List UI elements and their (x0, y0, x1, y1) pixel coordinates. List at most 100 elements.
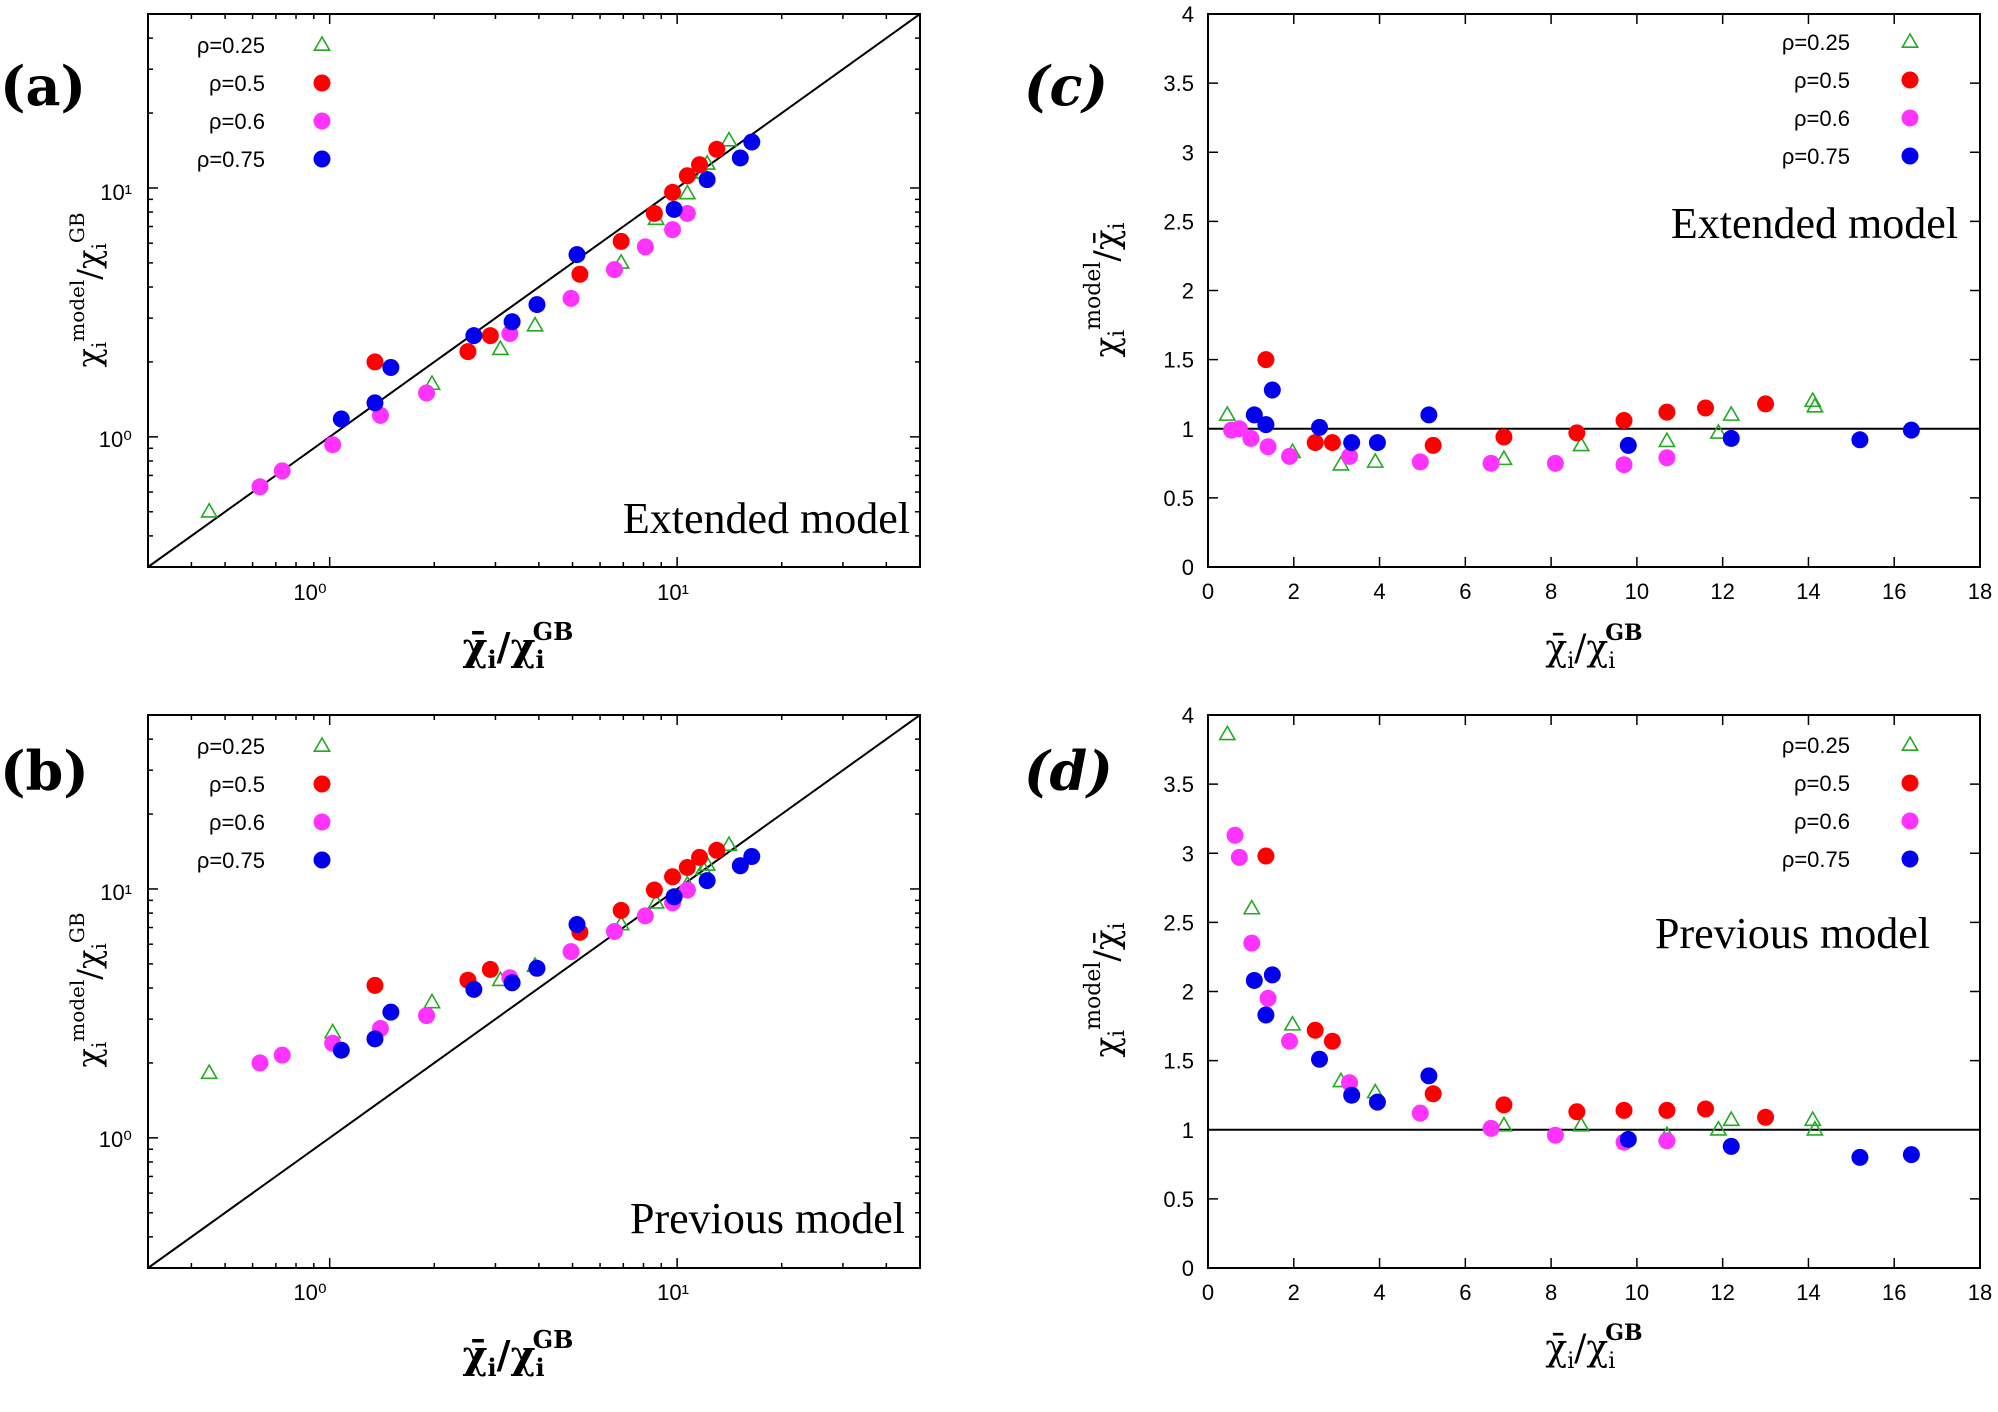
data-point-b-s1-2 (481, 960, 499, 978)
legend-marker-b-2 (313, 813, 331, 831)
data-point-b-s0-6 (647, 893, 666, 909)
x-tick-label-b-1: 10⁰ (293, 1280, 326, 1305)
legend-marker-d-2 (1901, 812, 1919, 830)
tick-labels-c: 0 2 4 6 8 10 12 14 16 18 0 0.5 1 1.5 2 2.5 3 3.5 4 (1163, 2, 1992, 604)
data-point-a-s3-4 (503, 313, 521, 331)
data-point-c-s1-1 (1306, 434, 1324, 452)
data-point-c-s1-6 (1615, 411, 1633, 429)
annotation-c: Extended model (1671, 199, 1958, 248)
data-point-d-s2-4 (1280, 1032, 1298, 1050)
data-point-d-s3-9 (1851, 1148, 1869, 1166)
x-tick-label-c-3: 6 (1459, 579, 1471, 604)
data-point-b-s3-8 (698, 872, 716, 890)
data-point-c-s3-1 (1257, 416, 1275, 434)
legend-marker-d-3 (1901, 850, 1919, 868)
tick-labels-d: 0 2 4 6 8 10 12 14 16 18 0 0.5 1 1.5 2 2.5 3 3.5 4 (1163, 703, 1992, 1305)
data-point-b-s1-9 (708, 841, 726, 859)
data-point-a-s3-8 (698, 171, 716, 189)
data-point-c-s3-10 (1902, 421, 1920, 439)
y-tick-label-d-0: 0 (1182, 1256, 1194, 1281)
x-tick-label-d-9: 18 (1968, 1280, 1992, 1305)
data-point-d-s3-10 (1902, 1146, 1920, 1164)
data-point-a-s2-7 (605, 261, 623, 279)
panel-c: (c) 0 2 4 6 8 10 12 14 16 18 0 0.5 1 1.5 2 2.5 3 3.5 4 Ext… (1024, 2, 1992, 674)
y-tick-label-c-4: 2 (1182, 279, 1194, 304)
data-point-c-s2-4 (1280, 447, 1298, 465)
data-point-c-s0-8 (1722, 405, 1741, 421)
data-point-d-s1-4 (1495, 1096, 1513, 1114)
legend-c: ρ=0.25 ρ=0.5 ρ=0.6 ρ=0.75 (1782, 30, 1919, 169)
legend-marker-c-2 (1901, 109, 1919, 127)
data-point-c-s2-2 (1242, 429, 1260, 447)
data-point-c-s3-6 (1420, 406, 1438, 424)
data-point-d-s2-1 (1230, 848, 1248, 866)
data-point-a-s3-3 (465, 327, 483, 345)
data-point-a-s1-1 (459, 343, 477, 361)
panel-label-d: (d) (1024, 739, 1113, 803)
legend-label-c-0: ρ=0.25 (1782, 30, 1850, 55)
plot-frame-c (1207, 13, 1981, 568)
legend-label-d-3: ρ=0.75 (1782, 847, 1850, 872)
legend-marker-b-1 (313, 775, 331, 793)
data-point-a-s1-5 (645, 204, 663, 222)
x-axis-label-a: χ̄i/χiGB (463, 617, 574, 674)
data-point-b-s3-2 (382, 1003, 400, 1021)
x-tick-label-d-3: 6 (1459, 1280, 1471, 1305)
data-point-a-s2-9 (664, 221, 682, 239)
data-point-a-s3-2 (382, 358, 400, 376)
data-point-a-s3-6 (568, 246, 586, 264)
data-point-c-s1-0 (1257, 351, 1275, 369)
panel-label-a: (a) (0, 54, 86, 118)
data-point-d-s2-0 (1226, 826, 1244, 844)
data-point-d-s0-1 (1242, 898, 1261, 915)
y-tick-label-d-6: 3 (1182, 841, 1194, 866)
data-point-b-s3-6 (568, 915, 586, 933)
data-points-c (1218, 351, 1920, 474)
data-point-c-s1-9 (1757, 395, 1775, 413)
data-point-c-s0-5 (1572, 435, 1591, 452)
data-point-d-s0-9 (1722, 1110, 1741, 1127)
panel-b: (b) 10⁰ 10¹ 10⁰ 10¹ Previous model ρ=0.2… (0, 714, 921, 1382)
data-point-d-s0-8 (1709, 1120, 1728, 1136)
x-tick-label-c-8: 16 (1882, 579, 1906, 604)
data-point-d-s0-11 (1805, 1120, 1824, 1136)
data-point-d-s2-10 (1658, 1132, 1676, 1150)
data-point-c-s2-9 (1615, 456, 1633, 474)
data-point-a-s2-1 (273, 462, 291, 480)
data-point-c-s0-6 (1657, 431, 1676, 448)
legend-marker-d-1 (1901, 774, 1919, 792)
data-point-c-s0-9 (1803, 391, 1822, 408)
data-point-d-s3-1 (1257, 1006, 1275, 1024)
legend-marker-c-3 (1901, 147, 1919, 165)
data-point-d-s0-5 (1494, 1115, 1513, 1132)
data-point-b-s2-1 (273, 1046, 291, 1064)
data-point-a-s0-0 (200, 502, 219, 518)
data-point-c-s1-4 (1495, 428, 1513, 446)
legend-marker-a-3 (313, 150, 331, 168)
y-axis-label-a: χimodel/χiGB (65, 212, 111, 367)
x-axis-label-c: χ̄i/χiGB (1545, 620, 1642, 674)
data-point-a-s0-6 (678, 183, 697, 200)
data-point-b-s1-4 (612, 901, 630, 919)
x-axis-label-b: χ̄i/χiGB (463, 1325, 574, 1382)
y-tick-label-c-6: 3 (1182, 140, 1194, 165)
data-point-c-s1-2 (1323, 434, 1341, 452)
x-axis-label-d: χ̄i/χiGB (1545, 1320, 1642, 1374)
y-tick-label-d-5: 2.5 (1163, 910, 1194, 935)
x-tick-label-c-1: 2 (1288, 579, 1300, 604)
x-tick-label-d-4: 8 (1545, 1280, 1557, 1305)
y-axis-label-c: χimodel/χ̄i (1081, 222, 1130, 357)
data-point-a-s1-2 (481, 327, 499, 345)
data-point-b-s3-0 (332, 1041, 350, 1059)
legend-marker-a-1 (313, 74, 331, 92)
data-point-a-s1-4 (612, 232, 630, 250)
data-point-d-s0-6 (1572, 1115, 1591, 1132)
data-point-b-s1-8 (691, 848, 709, 866)
data-point-b-s3-5 (528, 959, 546, 977)
data-point-a-s1-3 (571, 265, 589, 283)
legend-label-b-1: ρ=0.5 (209, 772, 265, 797)
data-point-d-s1-3 (1424, 1085, 1442, 1103)
data-point-a-s0-2 (491, 339, 510, 356)
data-point-c-s3-9 (1851, 431, 1869, 449)
y-tick-label-d-7: 3.5 (1163, 772, 1194, 797)
